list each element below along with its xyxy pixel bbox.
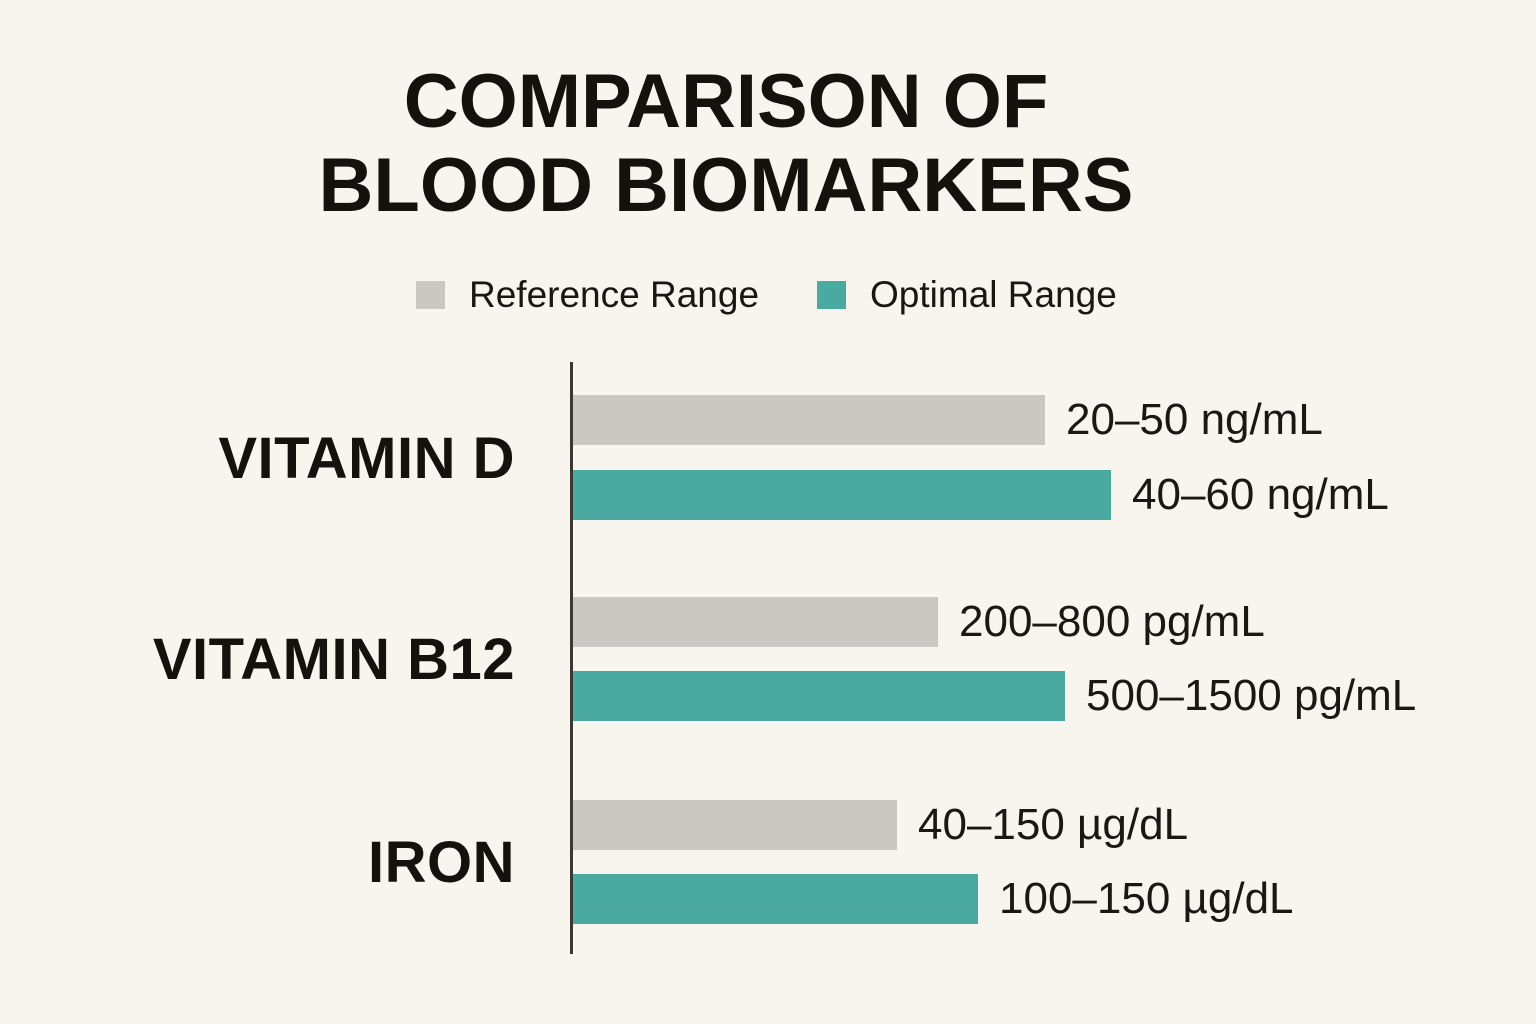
category-label-iron: IRON [368, 830, 515, 895]
chart-legend: Reference Range Optimal Range [416, 274, 1117, 316]
vitamin-d-reference-bar [573, 395, 1045, 445]
legend-label-reference: Reference Range [469, 274, 760, 315]
vitamin-d-optimal-row: 40–60 ng/mL [573, 470, 1389, 520]
y-axis-line [570, 362, 573, 954]
vitamin-b12-reference-value: 200–800 pg/mL [959, 597, 1265, 646]
vitamin-b12-optimal-bar [573, 671, 1065, 721]
vitamin-d-reference-value: 20–50 ng/mL [1066, 395, 1323, 444]
iron-reference-value: 40–150 µg/dL [918, 800, 1189, 849]
iron-reference-bar [573, 800, 897, 850]
vitamin-b12-optimal-row: 500–1500 pg/mL [573, 671, 1416, 721]
iron-optimal-bar [573, 874, 978, 924]
vitamin-b12-reference-bar [573, 597, 938, 647]
vitamin-b12-optimal-value: 500–1500 pg/mL [1086, 671, 1417, 720]
vitamin-d-reference-row: 20–50 ng/mL [573, 395, 1323, 445]
vitamin-d-optimal-value: 40–60 ng/mL [1132, 470, 1389, 519]
vitamin-d-optimal-bar [573, 470, 1111, 520]
chart-title: COMPARISON OF BLOOD BIOMARKERS [0, 60, 1452, 228]
chart-title-line2: BLOOD BIOMARKERS [318, 143, 1134, 228]
iron-optimal-value: 100–150 µg/dL [999, 874, 1294, 923]
reference-range-swatch-icon [416, 281, 445, 309]
optimal-range-swatch-icon [817, 281, 847, 309]
legend-item-reference: Reference Range [416, 274, 759, 316]
iron-reference-row: 40–150 µg/dL [573, 800, 1188, 850]
iron-optimal-row: 100–150 µg/dL [573, 874, 1294, 924]
legend-item-optimal: Optimal Range [817, 274, 1117, 316]
category-label-vitamin-b12: VITAMIN B12 [152, 627, 515, 692]
legend-label-optimal: Optimal Range [870, 274, 1117, 315]
vitamin-b12-reference-row: 200–800 pg/mL [573, 597, 1265, 647]
chart-title-line1: COMPARISON OF [403, 59, 1049, 144]
category-label-vitamin-d: VITAMIN D [218, 425, 515, 491]
